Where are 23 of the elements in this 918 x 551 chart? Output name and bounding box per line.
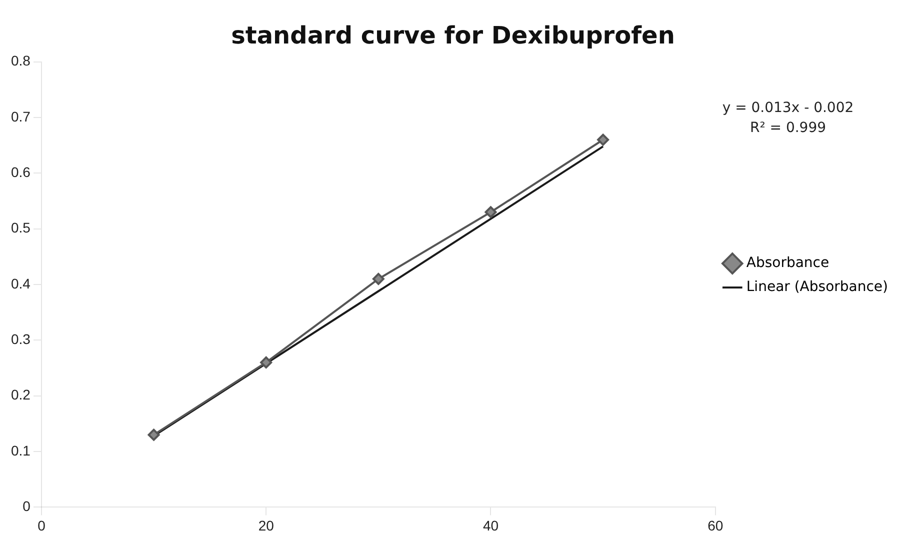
chart-title: standard curve for Dexibuprofen	[231, 22, 675, 50]
legend-label: Absorbance	[746, 255, 830, 272]
point	[148, 428, 160, 441]
y-tick-label: 0.1	[10, 442, 31, 458]
x-tick-label: 40	[482, 517, 499, 534]
y-tick-label: 0.8	[10, 52, 31, 69]
y-tick-label: 0.2	[10, 386, 31, 403]
y-tick-label: 0.7	[10, 108, 31, 124]
point	[484, 206, 497, 218]
point	[597, 134, 610, 146]
x-tick-label: 0	[38, 517, 46, 534]
text: y = 0.013x - 0.002	[722, 100, 854, 116]
point	[372, 272, 384, 285]
x-tick-label: 60	[708, 517, 724, 534]
y-tick-label: 0	[22, 498, 31, 514]
x-tick-label: 20	[258, 517, 274, 534]
legend-label: Linear (Absorbance)	[746, 279, 888, 296]
y-tick-label: 0.6	[10, 164, 31, 180]
y-tick-label: 0.3	[10, 331, 31, 348]
y-tick-label: 0.4	[10, 275, 31, 292]
text: R² = 0.999	[750, 120, 826, 136]
y-tick-label: 0.5	[10, 220, 31, 236]
point	[260, 356, 272, 368]
